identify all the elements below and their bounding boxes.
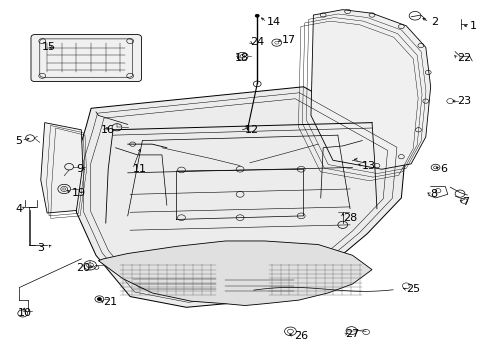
Text: 16: 16 [101,125,115,135]
Text: 23: 23 [458,96,472,106]
Text: 8: 8 [431,189,438,199]
Circle shape [98,298,101,301]
Text: 21: 21 [103,297,118,307]
Text: 12: 12 [245,125,259,135]
Circle shape [255,14,259,17]
Text: 13: 13 [362,161,376,171]
Text: 18: 18 [235,53,249,63]
Text: 17: 17 [282,35,296,45]
Text: 11: 11 [133,164,147,174]
Text: 27: 27 [345,329,360,339]
Text: 22: 22 [458,53,472,63]
Text: 4: 4 [15,204,23,214]
Text: 2: 2 [431,17,438,27]
Text: 3: 3 [37,243,44,253]
Text: 9: 9 [76,164,84,174]
Text: 6: 6 [441,164,447,174]
FancyBboxPatch shape [31,35,142,82]
Polygon shape [76,87,406,307]
Polygon shape [41,123,83,213]
Text: 28: 28 [343,213,357,222]
Text: 25: 25 [406,284,420,294]
Text: 1: 1 [470,21,477,31]
Text: 15: 15 [42,42,56,52]
Text: 14: 14 [267,17,281,27]
Text: 24: 24 [250,37,264,47]
Text: 20: 20 [76,263,91,273]
Text: 26: 26 [294,331,308,341]
Polygon shape [98,241,372,306]
Text: 5: 5 [15,136,23,145]
Text: 10: 10 [18,308,32,318]
Text: 7: 7 [463,197,469,207]
Polygon shape [311,10,431,169]
Text: 19: 19 [72,188,86,198]
